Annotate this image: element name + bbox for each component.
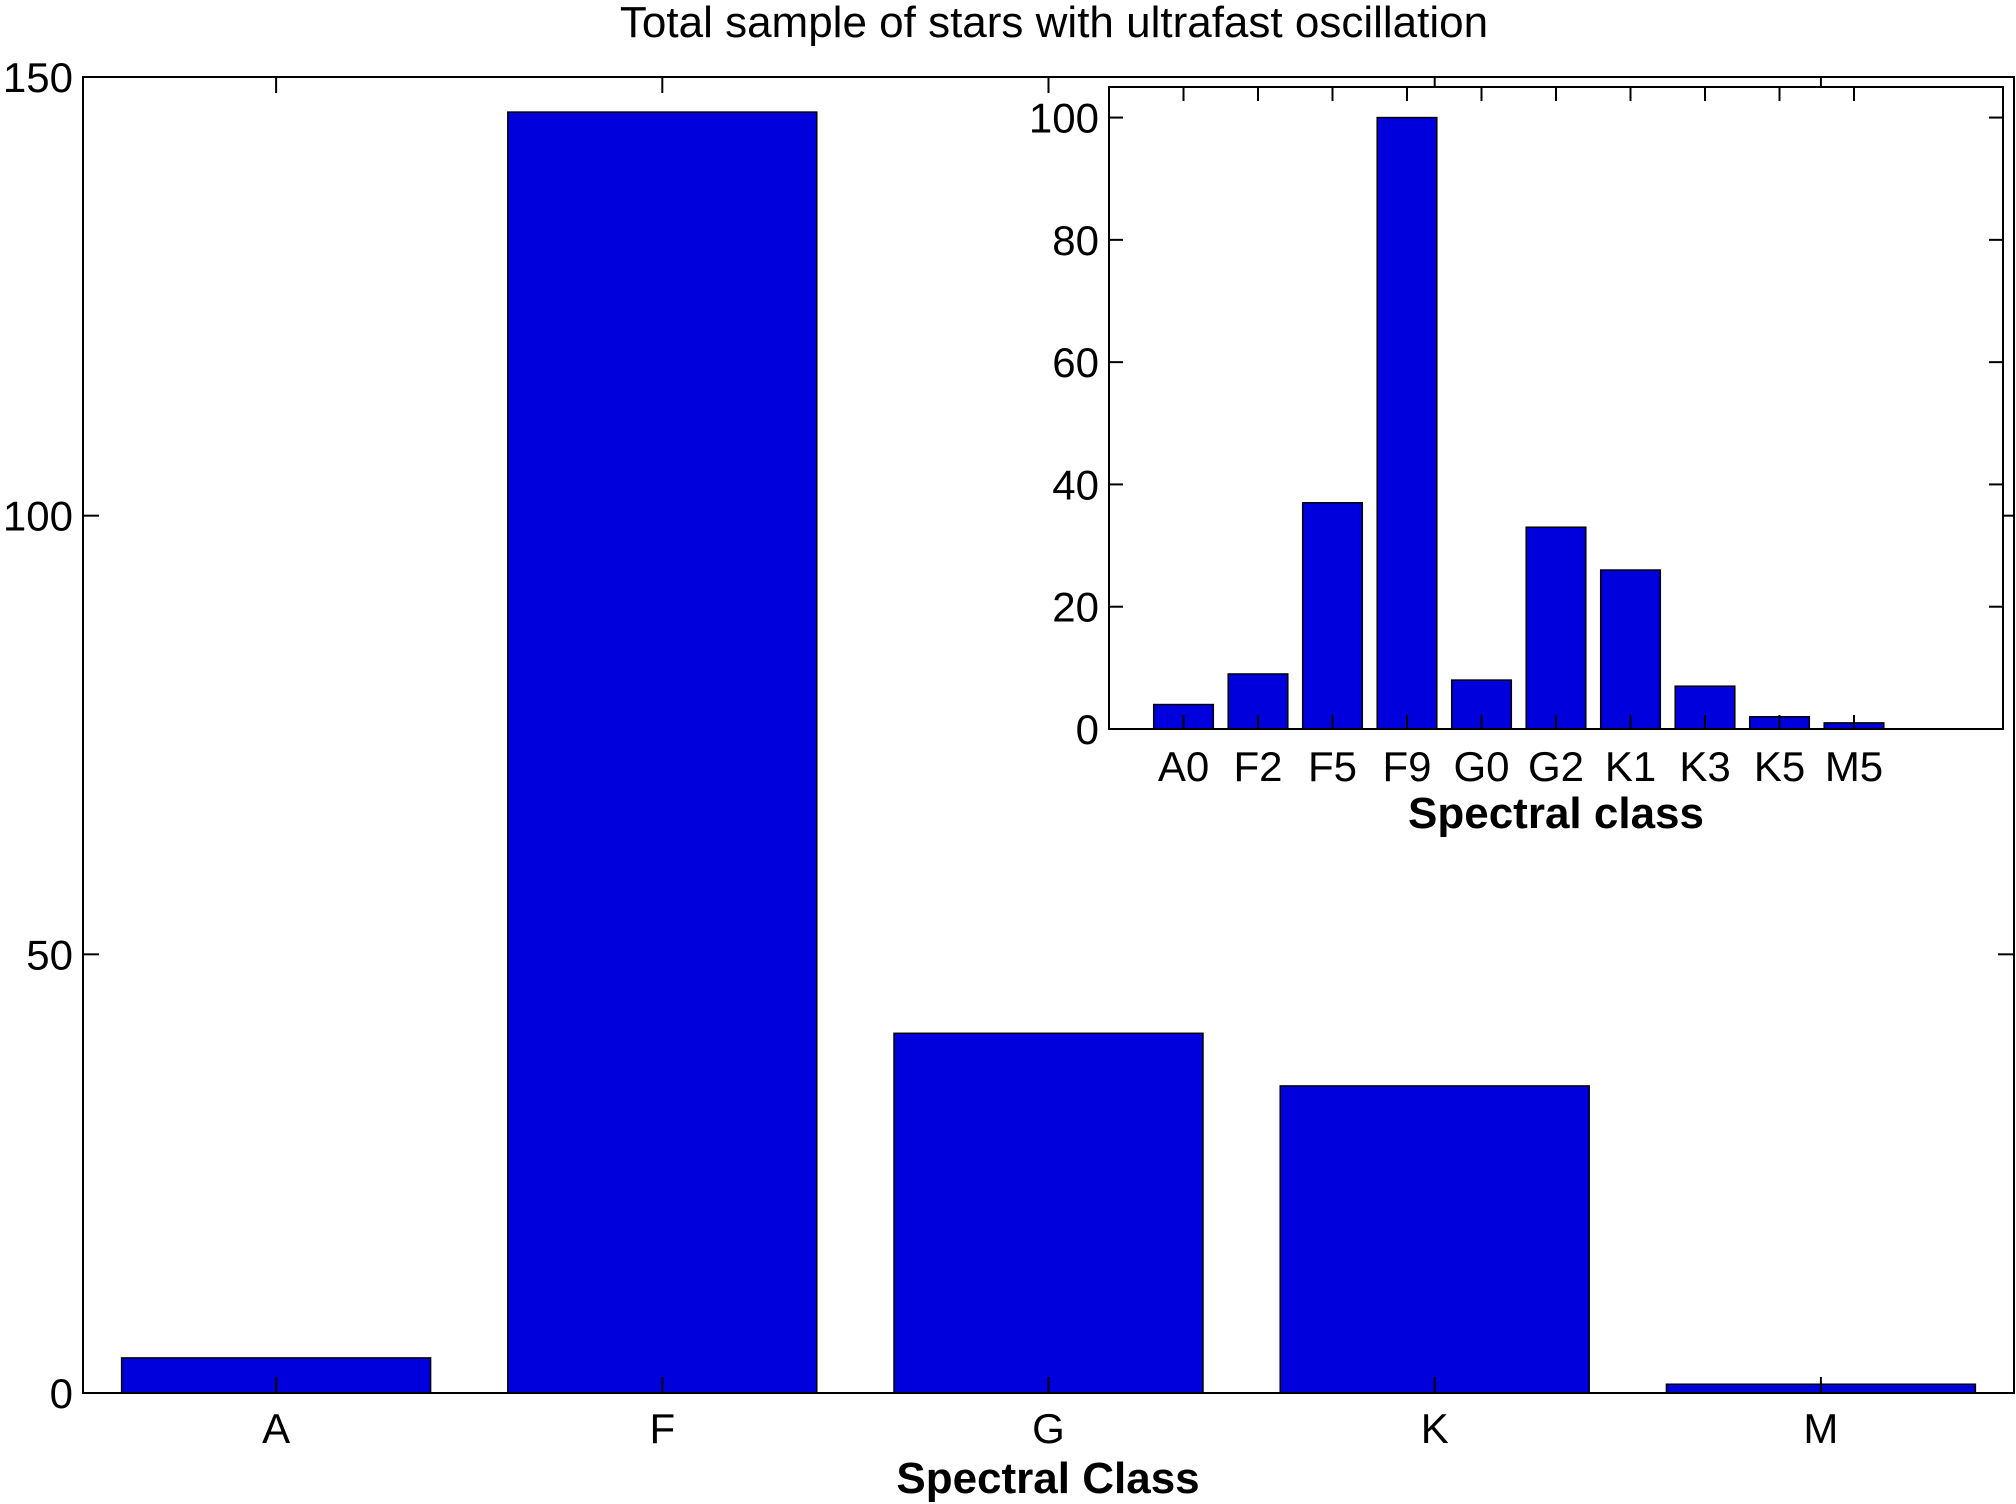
- main-bar-F: [507, 111, 818, 1394]
- main-bar-K: [1279, 1085, 1590, 1394]
- main-x-tick-label: A: [262, 1405, 290, 1452]
- inset-y-tick-label: 80: [1052, 217, 1099, 264]
- inset-bar-G2: [1525, 526, 1587, 730]
- main-x-tick-label: F: [649, 1405, 675, 1452]
- inset-y-tick-label: 100: [1029, 95, 1099, 142]
- inset-bars-group: [1152, 116, 1885, 730]
- inset-x-tick-label: K5: [1754, 743, 1805, 790]
- inset-x-tick-label: K3: [1679, 743, 1730, 790]
- inset-x-axis-label: Spectral class: [1408, 789, 1704, 838]
- chart-title: Total sample of stars with ultrafast osc…: [620, 0, 1488, 47]
- inset-y-tick-label: 0: [1076, 706, 1099, 753]
- main-y-tick-label: 100: [3, 493, 73, 540]
- main-x-tick-label: G: [1032, 1405, 1065, 1452]
- inset-bar-K1: [1599, 569, 1662, 730]
- inset-y-tick-label: 60: [1052, 339, 1099, 386]
- main-x-axis-label: Spectral Class: [896, 1454, 1199, 1503]
- inset-bar-F5: [1301, 502, 1364, 730]
- inset-x-tick-label: G2: [1528, 743, 1584, 790]
- inset-x-tick-label: F9: [1382, 743, 1431, 790]
- inset-x-tick-label: F2: [1233, 743, 1282, 790]
- inset-ticks-group: A0 F2 F5 F9 G0 G2 K1 K3 K5 M5 0 20 40 60 80 100: [1029, 87, 2003, 790]
- inset-x-tick-label: G0: [1453, 743, 1509, 790]
- main-x-tick-label: K: [1421, 1405, 1449, 1452]
- inset-bar-F9: [1376, 116, 1438, 730]
- inset-x-tick-label: A0: [1158, 743, 1209, 790]
- main-y-tick-label: 50: [26, 931, 73, 978]
- inset-x-tick-label: F5: [1308, 743, 1357, 790]
- main-ticks-group: A F G K M 0 50 100 150: [3, 54, 2014, 1452]
- inset-y-tick-label: 40: [1052, 461, 1099, 508]
- inset-y-tick-label: 20: [1052, 584, 1099, 631]
- main-bar-G: [893, 1032, 1204, 1394]
- inset-x-tick-label: K1: [1605, 743, 1656, 790]
- main-x-tick-label: M: [1803, 1405, 1838, 1452]
- inset-x-tick-label: M5: [1825, 743, 1883, 790]
- main-y-tick-label: 150: [3, 54, 73, 101]
- main-bars-group: [120, 111, 1977, 1394]
- main-y-tick-label: 0: [50, 1370, 73, 1417]
